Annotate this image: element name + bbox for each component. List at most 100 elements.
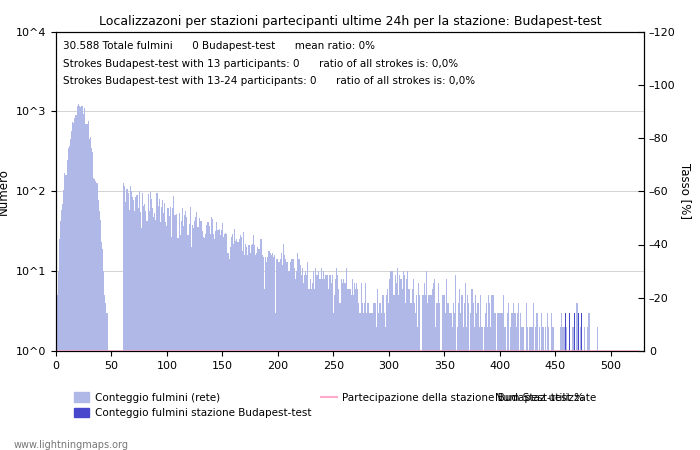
Bar xyxy=(169,207,171,450)
Bar xyxy=(250,253,251,450)
Bar xyxy=(134,211,135,450)
Bar xyxy=(140,212,141,450)
Bar xyxy=(230,247,231,450)
Bar xyxy=(312,284,313,450)
Bar xyxy=(88,121,89,450)
Bar xyxy=(337,275,338,450)
Bar xyxy=(470,313,472,450)
Bar xyxy=(463,303,465,450)
Bar xyxy=(357,289,358,450)
Bar xyxy=(474,327,475,450)
Bar xyxy=(114,351,116,450)
Bar xyxy=(344,284,345,450)
Y-axis label: Numero: Numero xyxy=(0,168,10,215)
Bar xyxy=(231,237,232,450)
Bar xyxy=(160,222,161,450)
Bar xyxy=(501,313,503,450)
Bar xyxy=(152,208,153,450)
Bar xyxy=(444,295,445,450)
Bar xyxy=(61,210,62,450)
Bar xyxy=(507,313,508,450)
Bar xyxy=(408,289,409,450)
Bar xyxy=(504,327,505,450)
Bar xyxy=(379,303,381,450)
Bar xyxy=(194,221,195,450)
Bar xyxy=(405,303,406,450)
Bar xyxy=(60,220,61,450)
Bar xyxy=(368,303,370,450)
Bar xyxy=(459,289,461,450)
Bar xyxy=(465,284,466,450)
Bar xyxy=(449,313,450,450)
Bar xyxy=(171,237,172,450)
Bar xyxy=(400,279,402,450)
Bar xyxy=(430,295,431,450)
Bar xyxy=(384,313,385,450)
Bar xyxy=(93,178,95,450)
Bar xyxy=(99,211,100,450)
Bar xyxy=(377,289,378,450)
Bar xyxy=(118,351,119,450)
Bar xyxy=(241,251,243,450)
Bar xyxy=(270,253,271,450)
Bar xyxy=(316,275,317,450)
Bar xyxy=(133,200,134,450)
Bar xyxy=(293,260,294,450)
Bar xyxy=(346,268,347,450)
Text: Strokes Budapest-test with 13-24 participants: 0      ratio of all strokes is: 0: Strokes Budapest-test with 13-24 partici… xyxy=(63,76,475,86)
Bar xyxy=(418,284,419,450)
Bar xyxy=(594,351,596,450)
Bar xyxy=(345,284,346,450)
Bar xyxy=(477,303,478,450)
Bar xyxy=(600,351,601,450)
Bar xyxy=(349,289,351,450)
Bar xyxy=(335,279,336,450)
Bar xyxy=(328,289,330,450)
Bar xyxy=(59,239,60,450)
Bar xyxy=(601,351,603,450)
Bar xyxy=(216,222,218,450)
Bar xyxy=(578,351,579,450)
Bar xyxy=(398,295,400,450)
Bar xyxy=(127,193,129,450)
Bar xyxy=(243,232,244,450)
Bar xyxy=(416,295,417,450)
Bar xyxy=(482,351,484,450)
Bar xyxy=(389,279,391,450)
Bar xyxy=(288,271,290,450)
Bar xyxy=(239,235,241,450)
Partecipazione della stazione Budapest-test % xyxy=(186,348,195,354)
Bar xyxy=(304,275,305,450)
Bar xyxy=(87,124,88,450)
Bar xyxy=(385,327,386,450)
Partecipazione della stazione Budapest-test % xyxy=(247,348,256,354)
Bar xyxy=(622,351,624,450)
Bar xyxy=(458,303,459,450)
Bar xyxy=(228,260,230,450)
Bar xyxy=(590,351,592,450)
Bar xyxy=(522,327,524,450)
Bar xyxy=(80,107,81,450)
Bar xyxy=(83,114,84,450)
Bar xyxy=(153,217,154,450)
Bar xyxy=(569,313,570,450)
Bar xyxy=(581,313,582,450)
Bar xyxy=(354,284,355,450)
Bar xyxy=(106,313,108,450)
Bar xyxy=(450,313,452,450)
Bar xyxy=(119,351,120,450)
Bar xyxy=(173,197,174,450)
Bar xyxy=(57,271,59,450)
Bar xyxy=(325,275,326,450)
Bar xyxy=(222,223,223,450)
Bar xyxy=(122,351,123,450)
Bar xyxy=(143,206,144,450)
Bar xyxy=(364,303,365,450)
Bar xyxy=(186,217,188,450)
Bar xyxy=(318,271,319,450)
Bar xyxy=(359,313,360,450)
Bar xyxy=(538,351,539,450)
Bar xyxy=(347,289,349,450)
Bar xyxy=(66,160,68,450)
Bar xyxy=(566,327,567,450)
